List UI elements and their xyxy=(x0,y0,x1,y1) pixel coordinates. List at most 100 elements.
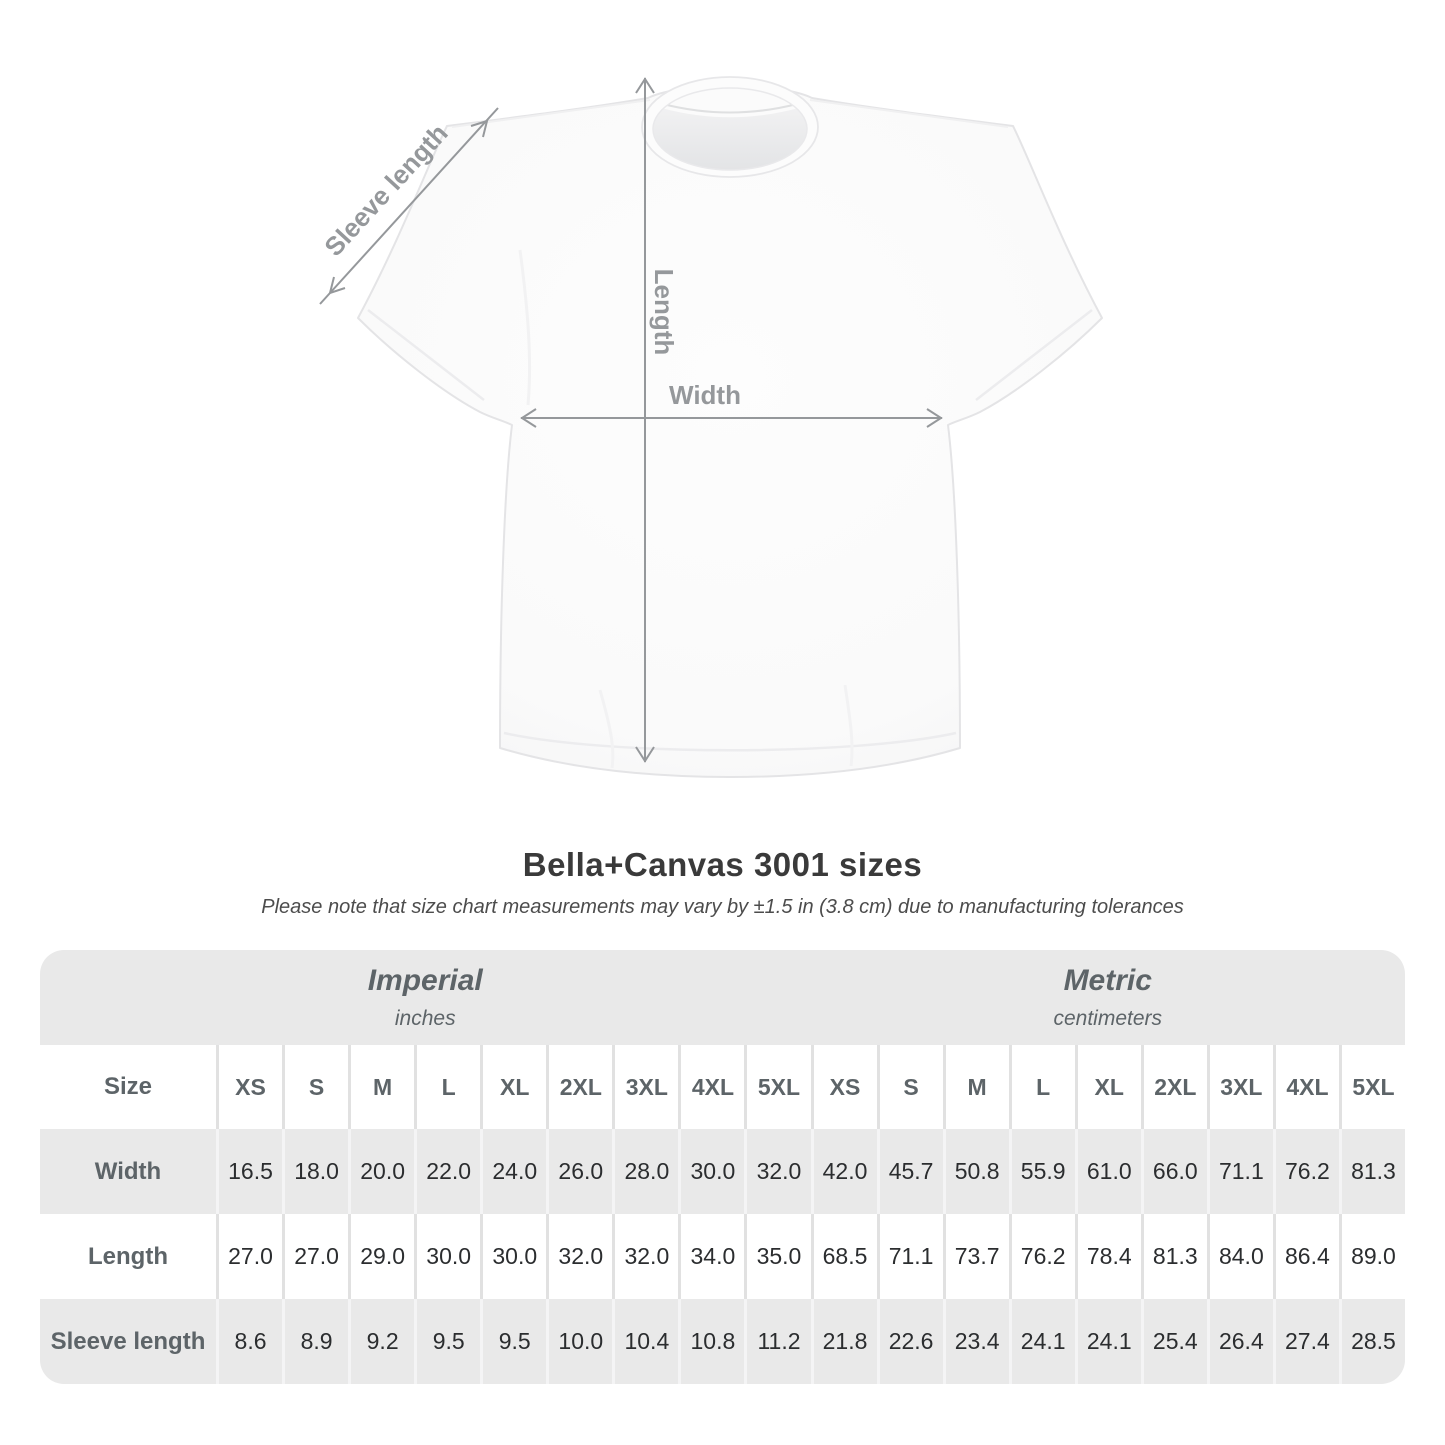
tshirt-diagram: Sleeve length Length Width xyxy=(318,76,1103,778)
cell-width-metric-l: 55.9 xyxy=(1008,1129,1075,1214)
cell-width-imperial-s: 18.0 xyxy=(282,1129,349,1214)
cell-length-metric-4xl: 86.4 xyxy=(1272,1214,1339,1299)
wrinkle xyxy=(518,249,532,406)
cell-length-metric-l: 76.2 xyxy=(1008,1214,1075,1299)
cell-sleeve-length-imperial-l: 9.5 xyxy=(414,1299,481,1384)
cell-sleeve-length-metric-4xl: 27.4 xyxy=(1272,1299,1339,1384)
cell-width-metric-xs: 42.0 xyxy=(810,1129,877,1214)
size-table: Imperial inches Metric centimeters Size X… xyxy=(40,950,1405,1384)
cell-width-metric-4xl: 76.2 xyxy=(1272,1129,1339,1214)
size-col-header-imperial-s: S xyxy=(282,1045,349,1129)
metric-sublabel: centimeters xyxy=(1053,1007,1163,1030)
wrinkle xyxy=(843,684,854,767)
cell-width-imperial-l: 22.0 xyxy=(414,1129,481,1214)
size-col-header-metric-4xl: 4XL xyxy=(1272,1045,1339,1129)
size-row-label: Size xyxy=(40,1045,216,1129)
cell-sleeve-length-metric-5xl: 28.5 xyxy=(1338,1299,1405,1384)
cuff-seam-left xyxy=(367,309,485,401)
dimension-arrows xyxy=(319,77,943,763)
cell-sleeve-length-imperial-4xl: 10.8 xyxy=(678,1299,745,1384)
size-col-header-metric-s: S xyxy=(876,1045,943,1129)
size-col-header-metric-m: M xyxy=(942,1045,1009,1129)
cell-sleeve-length-imperial-s: 8.9 xyxy=(282,1299,349,1384)
collar-outer-edge xyxy=(641,76,819,178)
cell-sleeve-length-imperial-m: 9.2 xyxy=(348,1299,415,1384)
cell-length-imperial-xl: 30.0 xyxy=(480,1214,547,1299)
cell-width-metric-2xl: 66.0 xyxy=(1140,1129,1207,1214)
cell-length-metric-s: 71.1 xyxy=(876,1214,943,1299)
sleeve-arrow-line xyxy=(319,107,499,305)
cell-width-imperial-4xl: 30.0 xyxy=(678,1129,745,1214)
cell-sleeve-length-imperial-2xl: 10.0 xyxy=(546,1299,613,1384)
page-title: Bella+Canvas 3001 sizes xyxy=(522,846,923,883)
cell-width-imperial-3xl: 28.0 xyxy=(612,1129,679,1214)
cell-width-metric-3xl: 71.1 xyxy=(1206,1129,1273,1214)
cell-width-imperial-xl: 24.0 xyxy=(480,1129,547,1214)
width-arrowhead-right xyxy=(926,408,943,428)
hem-seam xyxy=(503,731,957,752)
cell-length-metric-3xl: 84.0 xyxy=(1206,1214,1273,1299)
cell-length-imperial-3xl: 32.0 xyxy=(612,1214,679,1299)
size-col-header-metric-2xl: 2XL xyxy=(1140,1045,1207,1129)
cell-sleeve-length-imperial-5xl: 11.2 xyxy=(744,1299,811,1384)
size-col-header-imperial-5xl: 5XL xyxy=(744,1045,811,1129)
size-col-header-imperial-xl: XL xyxy=(480,1045,547,1129)
cell-sleeve-length-metric-s: 22.6 xyxy=(876,1299,943,1384)
cell-length-metric-2xl: 81.3 xyxy=(1140,1214,1207,1299)
length-label: Length xyxy=(649,269,679,356)
tshirt-body xyxy=(357,85,1103,778)
cell-sleeve-length-imperial-xs: 8.6 xyxy=(216,1299,283,1384)
page-subtitle: Please note that size chart measurements… xyxy=(261,896,1184,918)
cell-length-imperial-l: 30.0 xyxy=(414,1214,481,1299)
cell-length-imperial-s: 27.0 xyxy=(282,1214,349,1299)
collar-inner-edge xyxy=(652,87,808,171)
width-label: Width xyxy=(669,380,741,410)
tshirt-graphic: Sleeve length Length Width xyxy=(318,76,1103,778)
cell-length-imperial-m: 29.0 xyxy=(348,1214,415,1299)
cuff-seam-right xyxy=(975,309,1093,401)
cell-width-metric-xl: 61.0 xyxy=(1074,1129,1141,1214)
row-label-width: Width xyxy=(40,1129,216,1214)
cell-sleeve-length-metric-2xl: 25.4 xyxy=(1140,1299,1207,1384)
back-collar-seam xyxy=(662,103,798,114)
cell-length-imperial-5xl: 35.0 xyxy=(744,1214,811,1299)
size-col-header-metric-xl: XL xyxy=(1074,1045,1141,1129)
cell-sleeve-length-imperial-xl: 9.5 xyxy=(480,1299,547,1384)
cell-length-imperial-2xl: 32.0 xyxy=(546,1214,613,1299)
size-col-header-imperial-m: M xyxy=(348,1045,415,1129)
cell-width-imperial-5xl: 32.0 xyxy=(744,1129,811,1214)
neck-shadow xyxy=(653,108,807,170)
size-col-header-metric-xs: XS xyxy=(810,1045,877,1129)
size-col-header-imperial-2xl: 2XL xyxy=(546,1045,613,1129)
size-col-header-metric-l: L xyxy=(1008,1045,1075,1129)
cell-sleeve-length-metric-m: 23.4 xyxy=(942,1299,1009,1384)
cell-width-metric-m: 50.8 xyxy=(942,1129,1009,1214)
size-col-header-metric-5xl: 5XL xyxy=(1338,1045,1405,1129)
cell-length-metric-xs: 68.5 xyxy=(810,1214,877,1299)
imperial-header: Imperial inches xyxy=(40,950,811,1045)
cell-length-metric-m: 73.7 xyxy=(942,1214,1009,1299)
metric-header: Metric centimeters xyxy=(810,950,1405,1045)
cell-sleeve-length-metric-3xl: 26.4 xyxy=(1206,1299,1273,1384)
cell-length-imperial-xs: 27.0 xyxy=(216,1214,283,1299)
cell-sleeve-length-metric-xl: 24.1 xyxy=(1074,1299,1141,1384)
wrinkle xyxy=(598,689,615,769)
cell-sleeve-length-imperial-3xl: 10.4 xyxy=(612,1299,679,1384)
width-arrowhead-left xyxy=(520,408,537,428)
cell-sleeve-length-metric-xs: 21.8 xyxy=(810,1299,877,1384)
size-col-header-imperial-3xl: 3XL xyxy=(612,1045,679,1129)
length-arrowhead-bottom xyxy=(635,746,655,763)
metric-label: Metric xyxy=(1063,964,1152,997)
imperial-sublabel: inches xyxy=(394,1007,456,1030)
size-col-header-imperial-xs: XS xyxy=(216,1045,283,1129)
cell-width-metric-s: 45.7 xyxy=(876,1129,943,1214)
cell-length-imperial-4xl: 34.0 xyxy=(678,1214,745,1299)
row-label-sleeve-length: Sleeve length xyxy=(40,1299,216,1384)
shoulder-seam-right xyxy=(809,99,1009,128)
sleeve-arrowhead-bottom xyxy=(328,276,346,295)
cell-width-metric-5xl: 81.3 xyxy=(1338,1129,1405,1214)
size-col-header-metric-3xl: 3XL xyxy=(1206,1045,1273,1129)
cell-width-imperial-2xl: 26.0 xyxy=(546,1129,613,1214)
cell-sleeve-length-metric-l: 24.1 xyxy=(1008,1299,1075,1384)
